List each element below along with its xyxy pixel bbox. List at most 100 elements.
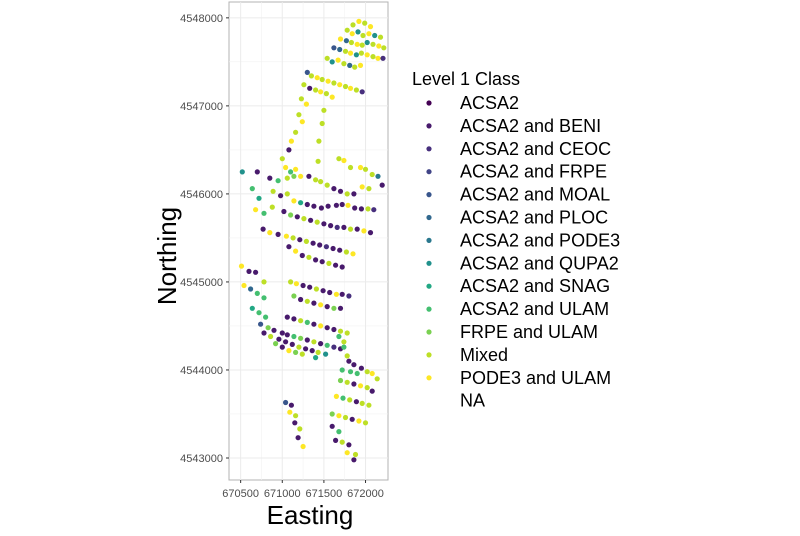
data-point xyxy=(296,112,302,118)
data-point xyxy=(269,204,275,210)
data-point xyxy=(253,269,259,275)
data-point xyxy=(344,450,350,456)
data-point xyxy=(311,321,317,327)
data-point xyxy=(366,402,372,408)
data-point xyxy=(326,260,332,266)
legend-label: Mixed xyxy=(460,345,508,365)
legend-label: ACSA2 and PLOC xyxy=(460,208,608,228)
data-point xyxy=(341,61,347,67)
data-point xyxy=(366,186,372,192)
data-point xyxy=(329,423,335,429)
data-point xyxy=(293,281,299,287)
data-point xyxy=(296,344,302,350)
data-point xyxy=(293,129,299,135)
data-point xyxy=(349,31,355,37)
data-point xyxy=(347,369,354,375)
data-point xyxy=(331,186,337,192)
legend-key xyxy=(426,260,432,266)
data-point xyxy=(380,55,386,61)
data-point xyxy=(288,402,294,408)
data-point xyxy=(370,41,376,47)
data-point xyxy=(323,351,329,357)
data-point xyxy=(293,413,299,419)
data-point xyxy=(241,282,247,289)
data-point xyxy=(295,435,301,441)
data-point xyxy=(313,177,319,183)
data-point xyxy=(333,393,339,399)
data-point xyxy=(283,233,289,239)
data-point xyxy=(347,397,353,403)
data-point xyxy=(337,377,344,384)
data-point xyxy=(353,52,359,58)
data-point xyxy=(239,169,245,175)
legend-label: ACSA2 and FRPE xyxy=(460,162,607,182)
data-point xyxy=(337,36,344,42)
y-tick-label: 4546000 xyxy=(180,189,223,201)
data-point xyxy=(351,191,357,197)
data-point xyxy=(294,214,300,220)
data-point xyxy=(377,34,384,40)
data-point xyxy=(319,76,325,83)
data-point xyxy=(351,457,357,463)
data-point xyxy=(321,221,327,227)
data-point xyxy=(341,339,347,345)
data-point xyxy=(356,18,362,24)
data-point xyxy=(343,249,349,255)
legend-label: NA xyxy=(460,391,485,411)
data-point xyxy=(369,171,375,178)
data-points xyxy=(238,18,387,463)
data-point xyxy=(299,252,305,259)
data-point xyxy=(288,169,294,175)
data-point xyxy=(298,96,304,102)
data-point xyxy=(279,330,285,336)
data-point xyxy=(313,286,319,292)
legend: Level 1 Class ACSA2 ACSA2 and BENI ACSA2 a… xyxy=(412,69,620,411)
data-point xyxy=(319,259,325,265)
y-tick-label: 4543000 xyxy=(180,453,223,465)
data-point xyxy=(275,178,281,184)
data-point xyxy=(367,230,374,236)
data-point xyxy=(354,370,360,377)
data-point xyxy=(315,349,321,355)
data-point xyxy=(336,429,342,435)
data-point xyxy=(324,342,330,348)
data-point xyxy=(359,42,365,48)
data-point xyxy=(367,24,374,30)
data-point xyxy=(278,193,284,199)
data-point xyxy=(374,376,380,382)
data-point xyxy=(359,400,365,406)
data-point xyxy=(376,43,382,49)
data-point xyxy=(318,179,324,185)
data-point xyxy=(324,304,330,310)
data-point xyxy=(284,314,290,320)
data-point xyxy=(362,20,368,26)
data-point xyxy=(313,87,319,93)
data-point xyxy=(288,279,294,285)
data-point xyxy=(347,226,354,232)
data-point xyxy=(261,330,267,336)
data-point xyxy=(375,55,381,61)
data-point xyxy=(292,420,298,426)
data-point xyxy=(337,305,344,311)
y-tick-label: 4544000 xyxy=(180,365,223,377)
y-axis-ticks: 4543000 4544000 4545000 4546000 4547000 45480… xyxy=(180,13,229,465)
data-point xyxy=(268,333,274,340)
data-point xyxy=(352,451,359,458)
data-point xyxy=(311,300,317,306)
data-point xyxy=(358,206,364,212)
data-point xyxy=(293,349,299,355)
data-point xyxy=(344,353,350,359)
data-point xyxy=(314,75,320,81)
y-tick-label: 4548000 xyxy=(180,13,223,25)
data-point xyxy=(270,188,276,194)
data-point xyxy=(297,237,303,243)
legend-label: ACSA2 and PODE3 xyxy=(460,230,620,250)
data-point xyxy=(311,339,317,345)
data-point xyxy=(347,85,354,91)
data-point xyxy=(261,295,267,301)
x-tick-label: 670500 xyxy=(222,488,259,500)
data-point xyxy=(253,207,259,213)
data-point xyxy=(267,230,273,236)
data-point xyxy=(286,244,292,250)
data-point xyxy=(303,346,309,352)
